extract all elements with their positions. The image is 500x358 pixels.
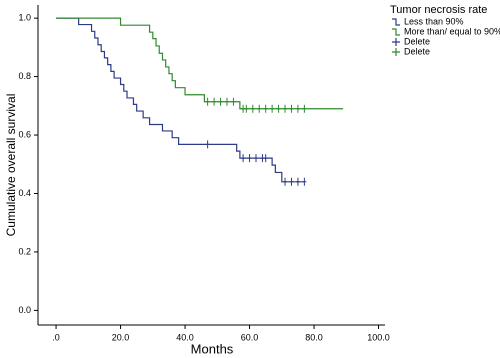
censor-mark (250, 104, 255, 113)
censor-mark (289, 177, 294, 186)
censor-mark (302, 177, 307, 186)
censor-mark (224, 97, 229, 106)
y-tick-label: 0.2 (18, 246, 31, 256)
legend-swatch (392, 38, 400, 46)
survival-line (56, 17, 305, 183)
legend-label: Less than 90% (404, 16, 464, 26)
censor-mark (244, 104, 249, 113)
x-tick-label: .0 (52, 332, 60, 342)
censor-mark (283, 177, 288, 186)
censor-mark (263, 154, 268, 163)
x-axis-label: Months (191, 341, 234, 356)
legend-label: Delete (404, 46, 430, 56)
censor-mark (212, 97, 217, 106)
censor-mark (257, 104, 262, 113)
censor-mark (218, 97, 223, 106)
y-tick-label: 0.4 (18, 188, 31, 198)
censor-mark (295, 177, 300, 186)
x-tick-label: 60.0 (241, 332, 259, 342)
legend-label: More than/ equal to 90% (404, 26, 500, 36)
censor-mark (205, 140, 210, 149)
y-tick-label: 0.8 (18, 71, 31, 81)
censor-mark (247, 154, 252, 163)
censor-mark (254, 154, 259, 163)
y-tick-label: 0.6 (18, 129, 31, 139)
x-tick-label: 40.0 (176, 332, 194, 342)
censor-mark (263, 104, 268, 113)
censor-mark (283, 104, 288, 113)
survival-line (56, 17, 344, 110)
legend-swatch (392, 48, 400, 56)
censor-mark (205, 97, 210, 106)
y-tick-label: 1.0 (18, 13, 31, 23)
y-axis-label: Cumulative overall survival (4, 94, 18, 237)
legend-label: Delete (404, 36, 430, 46)
x-tick-label: 20.0 (112, 332, 130, 342)
x-tick-label: 100.0 (367, 332, 390, 342)
censor-mark (231, 97, 236, 106)
censor-mark (241, 154, 246, 163)
y-tick-label: 0.0 (18, 305, 31, 315)
censor-mark (302, 104, 307, 113)
censor-mark (270, 104, 275, 113)
legend-title: Tumor necrosis rate (390, 4, 487, 16)
x-tick-label: 80.0 (305, 332, 323, 342)
censor-mark (295, 104, 300, 113)
legend-swatch (392, 28, 400, 36)
legend-swatch (392, 18, 400, 26)
censor-mark (276, 104, 281, 113)
censor-mark (289, 104, 294, 113)
